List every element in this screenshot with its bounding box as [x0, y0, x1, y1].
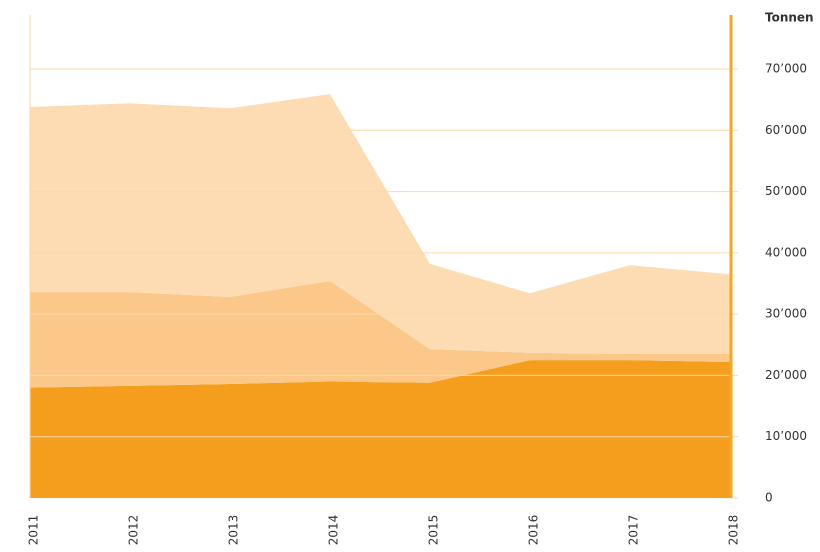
x-tick-label: 2015 [427, 515, 441, 546]
area [30, 281, 730, 388]
x-tick-label: 2016 [527, 515, 541, 546]
x-tick-label: 2011 [27, 515, 41, 546]
y-tick-label: 50’000 [765, 184, 807, 198]
x-tick-label: 2017 [627, 515, 641, 546]
area [30, 94, 730, 354]
area [30, 360, 730, 498]
y-axis-label: Tonnen [765, 11, 814, 25]
x-tick-label: 2012 [127, 515, 141, 546]
x-tick-label: 2014 [327, 515, 341, 546]
y-tick-label: 30’000 [765, 307, 807, 321]
x-tick-label: 2018 [727, 515, 741, 546]
y-tick-label: 20’000 [765, 368, 807, 382]
y-tick-label: 40’000 [765, 245, 807, 259]
y-tick-label: 70’000 [765, 62, 807, 76]
x-tick-label: 2013 [227, 515, 241, 546]
y-tick-label: 60’000 [765, 123, 807, 137]
y-tick-label: 10’000 [765, 429, 807, 443]
y-tick-label: 0 [765, 491, 773, 505]
